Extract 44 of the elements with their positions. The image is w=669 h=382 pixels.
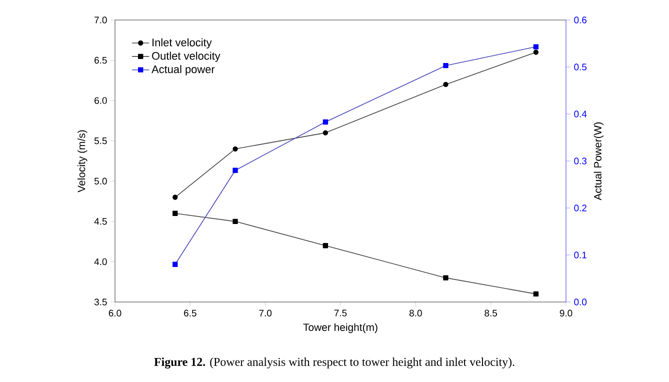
y-axis-title: Velocity (m/s) [77,130,88,192]
point [533,291,539,297]
legend-label: Actual power [152,65,215,76]
point [322,119,328,125]
x-tick-label: 9.0 [560,310,572,316]
y-tick-label: 7.0 [94,16,107,24]
y-tick-label: 6.5 [94,56,107,64]
y2-tick-label: 0.2 [574,204,586,212]
point [443,63,448,68]
y-tick-label: 3.5 [94,298,107,306]
point [172,210,178,216]
y2-tick-label: 0.6 [574,16,587,24]
y-tick-label: 4.0 [94,258,107,266]
y2-tick-label: 0.0 [574,298,587,306]
x-tick-label: 7.0 [259,310,272,316]
x-tick-label: 8.5 [484,310,498,316]
x-tick-label: 7.5 [334,310,347,316]
point [232,218,238,224]
y2-axis-title: Actual Power(W) [594,122,604,200]
x-tick-label: 6.0 [108,310,122,316]
y-tick-label: 6.0 [94,97,107,104]
x-axis-title: Tower height(m) [303,323,378,334]
point [322,130,328,136]
y2-tick-label: 0.1 [574,252,586,258]
point [232,146,238,152]
x-tick-label: 8.0 [409,310,422,316]
legend-label: Inlet velocity [152,38,212,48]
y-tick-label: 5.5 [94,138,107,144]
text: Figure 12. (Power analysis with respect to tower height and inlet velocity). [154,358,514,368]
y-tick-label: 4.5 [94,218,107,225]
x-tick-label: 6.5 [184,310,196,316]
point [172,194,178,200]
y-tick-label: 5.0 [94,178,107,184]
point [443,82,448,88]
point [533,44,539,50]
point [322,243,328,248]
point [443,275,448,280]
point [533,50,539,55]
legend-label: Outlet velocity [152,52,220,62]
point [232,168,238,173]
point [172,262,178,267]
y2-tick-label: 0.4 [574,110,587,118]
y2-tick-label: 0.5 [574,64,587,70]
y2-tick-label: 0.3 [574,158,587,164]
